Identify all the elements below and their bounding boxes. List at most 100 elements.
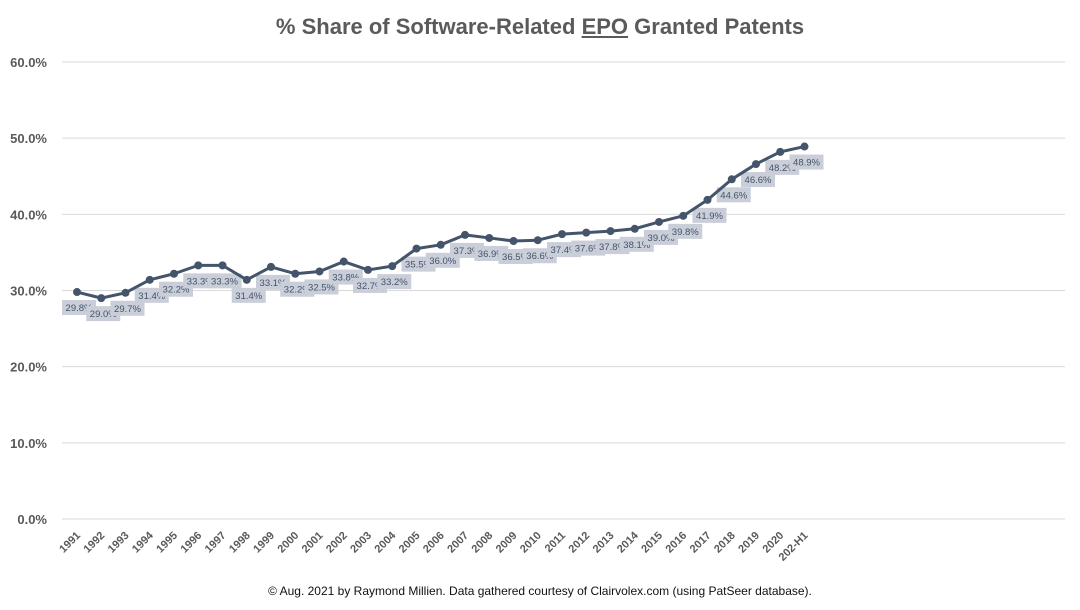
- data-label: 37.8%: [599, 242, 626, 253]
- data-label: 29.0%: [90, 309, 117, 320]
- x-tick-label: 2005: [397, 530, 423, 556]
- data-point: [582, 228, 591, 237]
- x-tick-label: 2007: [445, 530, 471, 556]
- title-part-epo: EPO: [581, 14, 629, 39]
- data-label: 29.7%: [114, 304, 141, 315]
- data-label: 37.6%: [575, 244, 602, 255]
- data-label: 31.4%: [138, 291, 165, 302]
- x-tick-label: 2001: [300, 530, 326, 556]
- data-label: 38.1%: [623, 240, 650, 251]
- data-point: [121, 288, 130, 297]
- data-point: [364, 265, 372, 274]
- data-label: 33.2%: [381, 277, 408, 288]
- data-label: 36.5%: [502, 252, 529, 263]
- x-tick-label: 1992: [82, 530, 108, 556]
- data-point: [315, 267, 324, 276]
- data-label: 44.6%: [720, 190, 747, 201]
- data-point: [776, 147, 785, 156]
- x-tick-label: 2017: [688, 530, 714, 556]
- x-tick-label: 2003: [348, 530, 374, 556]
- data-point: [509, 236, 518, 245]
- x-tick-label: 1993: [106, 530, 132, 556]
- data-label: 32.5%: [308, 282, 335, 293]
- chart-title: % Share of Software-Related EPO Granted …: [0, 14, 1080, 40]
- data-label: 33.3%: [187, 276, 214, 287]
- data-label-box: [207, 273, 242, 289]
- data-labels: 29.8%29.0%29.7%31.4%32.2%33.3%33.3%31.4%…: [62, 154, 824, 322]
- y-tick-label: 30.0%: [10, 284, 47, 299]
- data-label-box: [377, 274, 412, 290]
- x-tick-label: 1998: [227, 530, 253, 556]
- series-line: [73, 142, 809, 303]
- data-label: 35.5%: [405, 260, 432, 271]
- data-point: [679, 211, 688, 220]
- x-tick-label: 2006: [421, 530, 447, 556]
- data-label: 37.4%: [551, 245, 578, 256]
- data-point: [291, 269, 300, 278]
- data-point: [170, 269, 178, 278]
- data-label-box: [741, 172, 775, 188]
- data-point: [727, 175, 736, 184]
- x-tick-label: 1996: [179, 530, 205, 556]
- gridlines: [62, 61, 1065, 520]
- x-tick-label: 1994: [130, 529, 156, 555]
- data-point: [145, 275, 154, 284]
- data-point: [388, 262, 397, 271]
- data-label-box: [716, 187, 751, 203]
- data-label: 33.1%: [260, 278, 287, 289]
- x-tick-label: 2011: [543, 530, 568, 555]
- title-part-1: % Share of Software-Related: [275, 14, 582, 39]
- data-point: [461, 230, 469, 239]
- y-tick-label: 50.0%: [10, 131, 47, 146]
- data-point: [558, 230, 566, 239]
- y-tick-label: 20.0%: [10, 360, 47, 375]
- x-tick-label: 2015: [639, 530, 665, 556]
- data-label-box: [789, 154, 824, 170]
- data-label: 31.4%: [235, 291, 262, 302]
- x-tick-label: 2019: [736, 530, 762, 556]
- data-point: [73, 288, 81, 297]
- x-tick-label: 2000: [276, 530, 302, 556]
- data-point: [752, 160, 760, 169]
- x-tick-label: 2012: [567, 530, 593, 556]
- data-point: [533, 236, 542, 245]
- data-point: [97, 294, 106, 303]
- x-tick-label: 2010: [518, 530, 544, 556]
- data-label: 33.8%: [332, 273, 359, 284]
- y-tick-label: 40.0%: [10, 207, 47, 222]
- y-tick-label: 60.0%: [10, 55, 47, 70]
- data-label: 46.6%: [745, 175, 772, 186]
- data-point: [630, 224, 639, 233]
- data-point: [339, 257, 348, 266]
- data-label: 41.9%: [696, 211, 723, 222]
- data-point: [655, 217, 663, 226]
- data-label-box: [110, 300, 145, 316]
- data-label: 48.9%: [793, 158, 820, 169]
- data-point: [412, 244, 421, 253]
- y-tick-label: 0.0%: [17, 512, 47, 527]
- x-tick-label: 2002: [324, 530, 350, 556]
- x-tick-label: 2008: [470, 530, 496, 556]
- data-label-box: [692, 207, 727, 223]
- data-label: 39.8%: [672, 227, 699, 238]
- data-point: [800, 142, 809, 151]
- data-label: 33.3%: [211, 276, 238, 287]
- footer-credit: © Aug. 2021 by Raymond Millien. Data gat…: [268, 584, 812, 598]
- data-label-box: [668, 223, 703, 239]
- data-label: 48.2%: [769, 163, 796, 174]
- y-axis: 0.0% 10.0% 20.0% 30.0% 40.0% 50.0% 60.0%: [10, 55, 47, 527]
- x-tick-label: 2016: [664, 530, 690, 556]
- x-tick-label: 1997: [203, 530, 229, 556]
- x-tick-label: 2004: [373, 529, 399, 555]
- data-label: 29.8%: [66, 303, 93, 314]
- x-tick-label: 2013: [591, 530, 617, 556]
- data-label: 32.2%: [163, 285, 190, 296]
- data-label: 32.7%: [357, 281, 384, 292]
- data-point: [485, 233, 494, 242]
- data-label: 37.3%: [454, 246, 481, 257]
- data-label: 36.0%: [429, 256, 456, 267]
- x-tick-label: 1995: [154, 530, 180, 556]
- x-tick-label: 1999: [251, 530, 277, 556]
- data-point: [242, 275, 251, 284]
- data-point: [218, 261, 227, 270]
